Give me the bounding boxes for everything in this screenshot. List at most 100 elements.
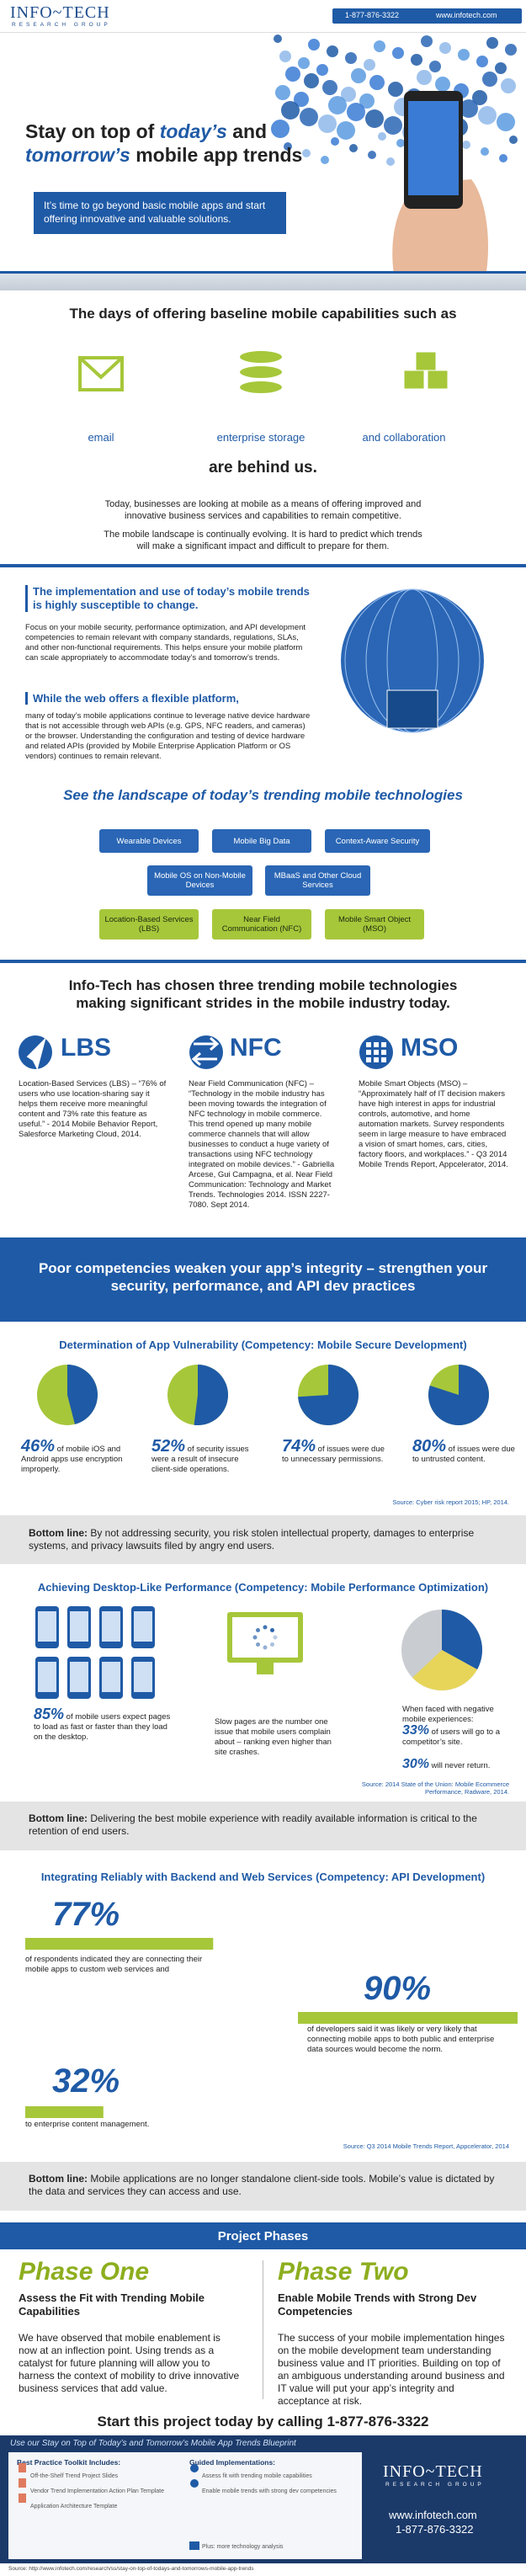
stat-value: 46% — [21, 1437, 56, 1456]
decor-icon — [284, 142, 292, 151]
bottom-line: Bottom line: By not addressing security,… — [0, 1515, 526, 1564]
decor-icon — [347, 103, 365, 121]
bottom-line-body: Mobile applications are no longer standa… — [29, 2173, 495, 2197]
decor-icon — [396, 139, 405, 147]
source-url: Source: http://www.infotech.com/research… — [8, 2566, 254, 2572]
trend-glyph — [366, 1050, 371, 1055]
decor-icon — [439, 42, 451, 54]
trend-glyph — [374, 1057, 379, 1062]
decor-icon — [275, 85, 290, 100]
phone-screen — [102, 1662, 120, 1692]
bottom-line-body: Delivering the best mobile experience wi… — [29, 1812, 477, 1837]
baseline-closing: are behind us. — [209, 459, 317, 476]
paragraph: Focus on your mobile security, performan… — [25, 623, 306, 663]
list-heading: Guided Implementations: — [189, 2458, 276, 2467]
footer-web: www.infotech.com — [389, 2509, 477, 2521]
technology: Mobile Big Data — [212, 829, 311, 853]
stat: 30% will never return. — [402, 1758, 512, 1771]
paragraph: many of today’s mobile applications cont… — [25, 711, 311, 761]
list-item: Vendor Trend Implementation Action Plan … — [30, 2488, 165, 2494]
pie-slice — [194, 1365, 228, 1425]
technology: Near Field Communication (NFC) — [212, 909, 311, 939]
list-item: Application Architecture Template — [30, 2504, 118, 2509]
decor-icon — [321, 156, 329, 164]
stat-value: 52% — [151, 1437, 186, 1456]
decor-icon — [331, 137, 339, 146]
email-icon — [78, 356, 124, 380]
trend-glyph — [191, 1036, 220, 1067]
decor-icon — [482, 72, 497, 87]
bottom-line-text: Bottom line: By not addressing security,… — [29, 1527, 500, 1552]
header-phone: 1-877-876-3322 — [345, 11, 400, 19]
phone-screen — [102, 1611, 120, 1642]
footer-icons — [19, 2463, 199, 2550]
capability: and collaboration — [362, 431, 446, 444]
box — [386, 689, 438, 729]
stat-text: of users will go to a competitor’s site. — [402, 1727, 500, 1747]
trend-name: MSO — [401, 1034, 459, 1062]
p: 30% will never return. — [402, 1758, 512, 1771]
phase-text: The success of your mobile implementatio… — [278, 2332, 505, 2407]
section-heading: Achieving Desktop-Like Performance (Comp… — [37, 1581, 489, 1594]
decor-icon — [460, 99, 478, 118]
decor-icon — [421, 35, 433, 47]
phone-screen — [70, 1611, 88, 1642]
spinner — [263, 1645, 268, 1650]
p: 46% of mobile iOS and Android apps use e… — [21, 1438, 130, 1475]
spinner — [273, 1635, 278, 1640]
bar-group — [25, 1938, 518, 2118]
decor-icon — [478, 106, 497, 125]
decor-icon — [417, 70, 432, 85]
stat-value: 33% — [402, 1723, 430, 1738]
bottom-line: Bottom line: Mobile applications are no … — [0, 2162, 526, 2211]
doc-icon — [19, 2478, 26, 2488]
pie-row — [37, 1365, 490, 1425]
hero-title-part: and — [226, 120, 268, 142]
stat-value: 74% — [282, 1437, 316, 1456]
bottom-line-text: Bottom line: Mobile applications are no … — [29, 2173, 500, 2198]
hero-art — [271, 35, 518, 285]
stat-text: of respondents indicated they are connec… — [25, 1955, 203, 1974]
pie-slice — [412, 1650, 478, 1690]
section-heading: The implementation and use of today’s mo… — [25, 585, 311, 612]
decor-icon — [388, 82, 403, 97]
decor-icon — [458, 49, 470, 61]
decor-icon — [328, 96, 347, 114]
phases-banner — [0, 2222, 526, 2249]
source: Source: 2014 State of the Union: Mobile … — [361, 1780, 509, 1796]
list-heading: Best Practice Toolkit Includes: — [17, 2458, 121, 2467]
doc-icon — [19, 2494, 26, 2503]
stat: 52% of security issues were a result of … — [151, 1438, 261, 1475]
p: 80% of issues were due to untrusted cont… — [412, 1438, 518, 1465]
hero-subtitle-box — [34, 192, 286, 234]
baseline-icons — [78, 349, 449, 395]
decor-icon — [304, 73, 319, 88]
decor-icon — [318, 114, 337, 133]
call-to-action: Start this project today by calling 1-87… — [97, 2414, 429, 2430]
bottom-line-label: Bottom line: — [29, 1812, 88, 1824]
decor-icon — [481, 147, 489, 156]
technology: MBaaS and Other Cloud Services — [265, 865, 370, 896]
bottom-line: Bottom line: Delivering the best mobile … — [0, 1802, 526, 1850]
decor-icon — [341, 87, 356, 102]
bottom-line-body: By not addressing security, you risk sto… — [29, 1527, 475, 1551]
decor-icon — [308, 39, 320, 51]
decor-icon — [411, 54, 422, 66]
technology: Wearable Devices — [99, 829, 199, 853]
p: 33% of users will go to a competitor’s s… — [402, 1723, 512, 1748]
stat-value: 32% — [52, 2062, 120, 2100]
hero-title-part: mobile app trends — [130, 144, 303, 166]
phone-screen — [408, 101, 459, 195]
bottom-line-label: Bottom line: — [29, 2173, 88, 2185]
decor-icon — [476, 56, 488, 67]
list-item: Enable mobile trends with strong dev com… — [202, 2488, 337, 2494]
decor-icon — [486, 37, 498, 49]
decor-icon — [345, 52, 357, 64]
decor-icon — [462, 141, 470, 149]
decor-icon — [368, 151, 376, 159]
logo-sub: RESEARCH GROUP — [385, 2482, 485, 2488]
spinner — [252, 1635, 258, 1640]
source: Source: Q3 2014 Mobile Trends Report, Ap… — [343, 2142, 509, 2150]
phone-screen — [70, 1662, 88, 1692]
